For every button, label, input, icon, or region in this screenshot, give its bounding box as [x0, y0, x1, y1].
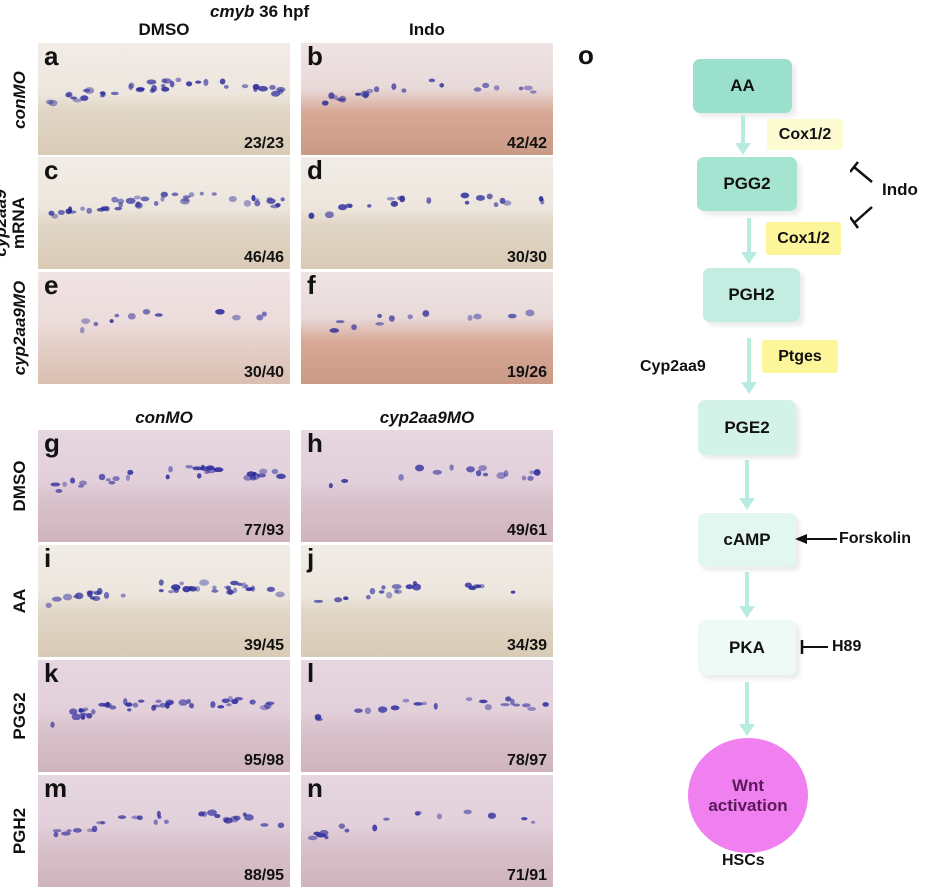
stained-cells	[329, 309, 535, 333]
embryo-count: 42/42	[506, 135, 547, 152]
inhibition-marks	[850, 161, 873, 229]
panel-letter: g	[44, 430, 60, 458]
embryo-count: 30/40	[243, 364, 284, 381]
stained-cells	[45, 77, 286, 107]
micrograph-panel-i: i 39/45	[38, 545, 290, 657]
arrow	[741, 338, 757, 394]
arrow	[739, 460, 755, 510]
micrograph-panel-n: n 71/91	[301, 775, 553, 887]
row-label: DMSO	[10, 460, 29, 512]
panel-letter: i	[44, 545, 52, 573]
indo-label: Indo	[882, 180, 918, 199]
arrow	[735, 115, 751, 155]
micrograph-panel-j: j 34/39	[301, 545, 553, 657]
micrograph-panel-c: c 46/46	[38, 157, 290, 269]
embryo-count: 23/23	[243, 135, 284, 152]
stained-cells	[48, 191, 285, 219]
stained-cells	[50, 464, 286, 493]
node-wnt-activation: Wnt activation	[688, 738, 808, 853]
enzyme-ptges: Ptges	[762, 340, 838, 373]
micrograph-panel-k: k 95/98	[38, 660, 290, 772]
hscs-label: HSCs	[722, 852, 765, 869]
panel-letter: j	[307, 545, 315, 573]
arrow	[739, 682, 755, 736]
panel-letter: l	[307, 660, 315, 688]
panel-letter: e	[44, 272, 59, 300]
stained-cells	[314, 696, 549, 721]
micrograph-panel-a: a 23/23	[38, 43, 290, 155]
stained-cells	[321, 78, 537, 106]
panel-letter: c	[44, 157, 59, 185]
panel-letter: k	[44, 660, 59, 688]
node-aa: AA	[693, 59, 792, 113]
node-pka: PKA	[698, 620, 796, 675]
enzyme-cox: Cox1/2	[767, 119, 843, 150]
embryo-count: 77/93	[243, 522, 284, 539]
gene-name: cmyb	[210, 2, 255, 21]
embryo-count: 95/98	[243, 752, 284, 769]
row-label: conMO	[10, 71, 29, 129]
panel-letter: h	[307, 430, 323, 458]
node-pge2: PGE2	[698, 400, 796, 455]
embryo-count: 30/30	[506, 249, 547, 266]
embryo-count: 71/91	[506, 867, 547, 884]
embryo-count: 19/26	[506, 364, 547, 381]
column-label: cyp2aa9MO	[379, 408, 475, 427]
figure-title: cmyb 36 hpf	[210, 2, 309, 22]
row-label: PGH2	[10, 807, 29, 855]
micrograph-panel-g: g 77/93	[38, 430, 290, 542]
embryo-count: 34/39	[506, 637, 547, 654]
panel-letter: b	[307, 43, 323, 71]
micrograph-panel-d: d 30/30	[301, 157, 553, 269]
panel-letter: a	[44, 43, 59, 71]
stained-cells	[79, 309, 267, 334]
stained-cells	[308, 192, 545, 219]
node-pgg2: PGG2	[697, 157, 797, 211]
stained-cells	[307, 809, 536, 841]
h89-inhibition	[800, 640, 828, 654]
embryo-count: 39/45	[243, 637, 284, 654]
h89-label: H89	[832, 638, 862, 655]
stained-cells	[328, 464, 541, 489]
embryo-count: 78/97	[506, 752, 547, 769]
stained-cells	[313, 580, 516, 603]
column-label: DMSO	[138, 20, 190, 39]
column-label: Indo	[409, 20, 445, 39]
panel-letter: n	[307, 775, 323, 803]
forskolin-label: Forskolin	[839, 530, 912, 547]
micrograph-panel-l: l 78/97	[301, 660, 553, 772]
arrow	[739, 572, 755, 618]
stained-cells	[52, 809, 285, 838]
row-label: AA	[10, 588, 29, 614]
row-label: cyp2aa9 mRNA	[0, 189, 28, 257]
forskolin-arrow	[795, 534, 837, 544]
row-label: PGG2	[10, 692, 29, 740]
panel-letter: m	[44, 775, 68, 803]
cyp2aa9-label: Cyp2aa9	[640, 358, 706, 375]
enzyme-cox: Cox1/2	[766, 222, 841, 255]
arrow	[741, 218, 757, 264]
micrograph-panel-b: b 42/42	[301, 43, 553, 155]
stained-cells	[50, 696, 275, 728]
embryo-count: 88/95	[243, 867, 284, 884]
micrograph-panel-f: f 19/26	[301, 272, 553, 384]
micrograph-panel-h: h 49/61	[301, 430, 553, 542]
panel-label-o: o	[578, 40, 594, 70]
embryo-count: 46/46	[243, 249, 284, 266]
stained-cells	[45, 579, 285, 609]
activation-label: activation	[708, 795, 788, 815]
wnt-label: Wnt	[731, 775, 765, 795]
stage: 36 hpf	[259, 2, 310, 21]
panel-letter: f	[307, 272, 316, 300]
embryo-count: 49/61	[506, 522, 547, 539]
micrograph-panel-e: e 30/40	[38, 272, 290, 384]
panel-letter: d	[307, 157, 323, 185]
node-camp: cAMP	[698, 513, 796, 567]
column-label: conMO	[135, 408, 193, 427]
micrograph-panel-m: m 88/95	[38, 775, 290, 887]
row-label: cyp2aa9MO	[10, 280, 29, 376]
node-pgh2: PGH2	[703, 268, 800, 322]
